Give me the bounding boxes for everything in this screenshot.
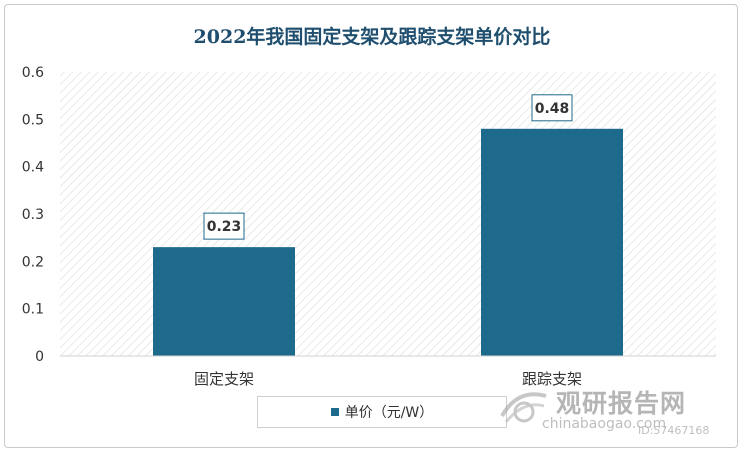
data-label-box <box>203 212 245 240</box>
bar-series: 0.23 0.48 <box>153 94 623 356</box>
legend-label: 单价（元/W） <box>344 405 434 421</box>
y-axis: 0 0.1 0.2 0.3 0.4 0.5 0.6 <box>22 65 44 365</box>
y-tick-label: 0.1 <box>22 302 44 318</box>
y-tick-label: 0.5 <box>22 112 44 128</box>
legend-swatch <box>330 408 339 416</box>
data-label-box <box>531 94 573 122</box>
legend: 单价（元/W） <box>257 396 507 428</box>
x-axis: 固定支架 跟踪支架 <box>194 370 582 388</box>
bar <box>481 128 623 356</box>
x-tick-label: 跟踪支架 <box>522 370 582 388</box>
y-tick-label: 0.3 <box>22 207 44 223</box>
y-tick-label: 0.2 <box>22 254 44 270</box>
y-tick-label: 0.4 <box>22 160 44 176</box>
y-tick-label: 0.6 <box>22 65 44 81</box>
data-label: 0.23 <box>207 219 242 235</box>
bar <box>153 247 295 356</box>
data-label: 0.48 <box>535 101 570 117</box>
chart-title: 2022年我国固定支架及跟踪支架单价对比 <box>193 26 551 48</box>
y-tick-label: 0 <box>35 349 44 365</box>
x-tick-label: 固定支架 <box>194 370 254 388</box>
